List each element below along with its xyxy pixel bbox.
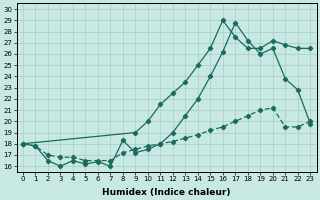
X-axis label: Humidex (Indice chaleur): Humidex (Indice chaleur) [102,188,231,197]
